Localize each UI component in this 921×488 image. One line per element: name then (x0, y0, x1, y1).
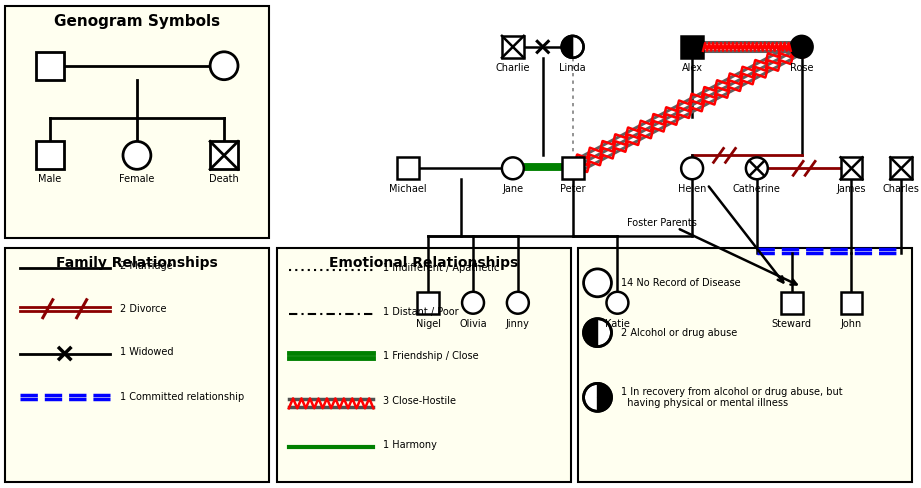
Circle shape (502, 157, 524, 179)
Text: Family Relationships: Family Relationships (56, 256, 217, 270)
Text: Genogram Symbols: Genogram Symbols (53, 14, 220, 29)
Text: John: John (841, 319, 862, 329)
Text: Olivia: Olivia (460, 319, 487, 329)
Text: Steward: Steward (772, 319, 811, 329)
FancyBboxPatch shape (5, 6, 269, 238)
Bar (562, 157, 584, 179)
Text: 2 Divorce: 2 Divorce (120, 304, 166, 314)
Text: 1 Committed relationship: 1 Committed relationship (120, 392, 244, 403)
Text: 2 Marriage: 2 Marriage (120, 261, 172, 271)
Circle shape (210, 52, 238, 80)
Text: 1 Friendship / Close: 1 Friendship / Close (383, 350, 479, 361)
Text: Catherine: Catherine (733, 184, 781, 194)
Bar (682, 36, 703, 58)
Text: Male: Male (38, 174, 62, 184)
Wedge shape (598, 397, 612, 411)
Text: Foster Parents: Foster Parents (627, 218, 697, 228)
Text: 1 In recovery from alcohol or drug abuse, but
  having physical or mental illnes: 1 In recovery from alcohol or drug abuse… (622, 386, 843, 408)
Text: 2 Alcohol or drug abuse: 2 Alcohol or drug abuse (622, 327, 738, 338)
Text: Helen: Helen (678, 184, 706, 194)
Text: 1 Indifferent / Apathetic: 1 Indifferent / Apathetic (383, 263, 500, 273)
Text: Katie: Katie (605, 319, 630, 329)
Circle shape (507, 292, 529, 314)
Bar (397, 157, 419, 179)
Text: 1 Harmony: 1 Harmony (383, 440, 437, 450)
FancyBboxPatch shape (577, 248, 912, 482)
Text: Rose: Rose (790, 63, 813, 73)
Bar (891, 157, 912, 179)
Text: James: James (836, 184, 867, 194)
Circle shape (791, 36, 812, 58)
Text: 3 Close-Hostile: 3 Close-Hostile (383, 396, 457, 407)
Text: 1 Distant / Poor: 1 Distant / Poor (383, 307, 459, 317)
FancyBboxPatch shape (277, 248, 571, 482)
Bar (36, 52, 64, 80)
Bar (417, 292, 439, 314)
FancyBboxPatch shape (5, 248, 269, 482)
Wedge shape (562, 36, 573, 58)
Bar (502, 36, 524, 58)
Text: Linda: Linda (559, 63, 586, 73)
Text: Emotional Relationships: Emotional Relationships (329, 256, 519, 270)
Wedge shape (598, 384, 612, 397)
Circle shape (562, 36, 584, 58)
Wedge shape (584, 319, 598, 346)
Text: Jane: Jane (502, 184, 523, 194)
Text: Peter: Peter (560, 184, 586, 194)
Text: Nigel: Nigel (415, 319, 441, 329)
Text: Death: Death (209, 174, 239, 184)
Bar (781, 292, 803, 314)
Text: Charlie: Charlie (495, 63, 530, 73)
Text: 1 Widowed: 1 Widowed (120, 346, 173, 357)
Circle shape (584, 269, 612, 297)
Text: 14 No Record of Disease: 14 No Record of Disease (622, 278, 741, 288)
Text: Charles: Charles (883, 184, 920, 194)
Circle shape (584, 384, 612, 411)
Text: Alex: Alex (682, 63, 703, 73)
Text: Michael: Michael (390, 184, 427, 194)
Bar (841, 157, 862, 179)
Circle shape (682, 157, 703, 179)
Circle shape (606, 292, 628, 314)
Circle shape (746, 157, 768, 179)
Bar (210, 142, 238, 169)
Text: Female: Female (119, 174, 155, 184)
Circle shape (462, 292, 484, 314)
Bar (841, 292, 862, 314)
Bar (36, 142, 64, 169)
Circle shape (123, 142, 151, 169)
Circle shape (584, 319, 612, 346)
Text: Jinny: Jinny (506, 319, 530, 329)
